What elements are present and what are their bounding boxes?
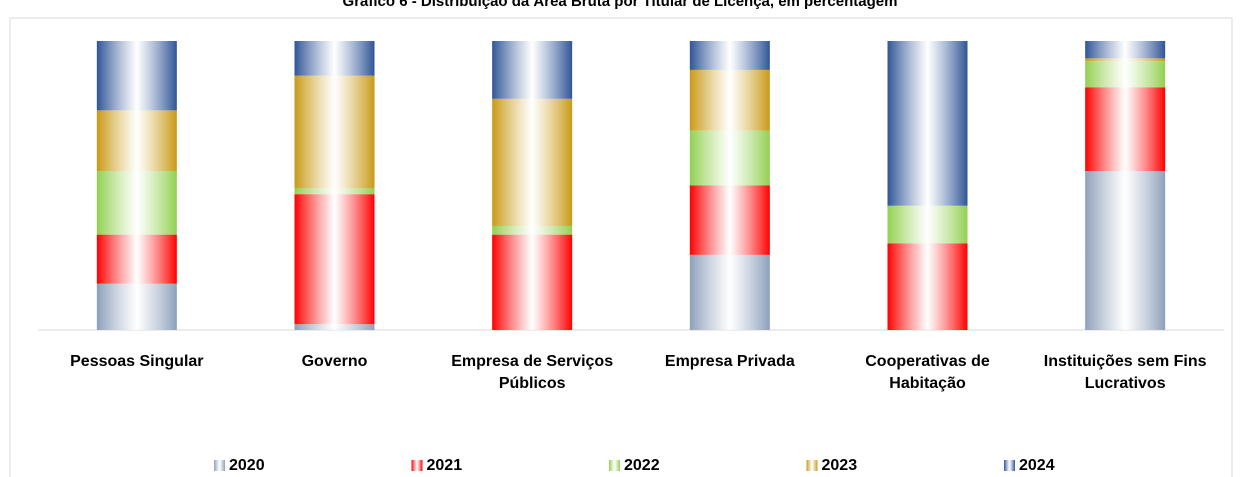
bar-segment (887, 243, 968, 330)
bar-segment (1085, 58, 1166, 62)
bar-segment (294, 75, 375, 189)
bar-segment (887, 205, 968, 244)
chart-title: Gráfico 6 - Distribuição da Área Bruta p… (343, 0, 898, 10)
bar-segment (1085, 61, 1166, 88)
bar-segment (689, 130, 770, 186)
bar-segment (294, 188, 375, 195)
bar-segment (96, 171, 177, 235)
bar-segment (294, 324, 375, 330)
legend-swatch (214, 460, 225, 471)
bar-segment (492, 41, 573, 99)
x-tick-label: Empresa de Serviços Públicos (451, 353, 614, 392)
bar-segment (492, 225, 573, 235)
bar-segment (689, 185, 770, 255)
legend-swatch (806, 460, 818, 471)
bar-segment (689, 41, 770, 70)
bar-segment (96, 234, 177, 284)
legend-label: 2022 (624, 457, 660, 474)
legend-label: 2021 (427, 457, 463, 474)
bar-segment (1085, 171, 1166, 330)
legend-swatch (609, 460, 620, 471)
legend-label: 2024 (1019, 457, 1055, 474)
chart-frame (9, 17, 1233, 477)
x-tick-label: Cooperativas de Habitação (865, 353, 990, 392)
legend-swatch (1004, 460, 1015, 471)
bar-segment (1085, 87, 1166, 172)
bar-segment (492, 98, 573, 226)
legend-label: 2020 (229, 457, 265, 474)
legend-swatch (411, 460, 423, 471)
x-tick-label: Governo (301, 353, 368, 370)
bar-segment (96, 283, 177, 330)
bar-segment (96, 41, 177, 111)
bar-segment (294, 194, 375, 325)
bar-segment (492, 234, 573, 330)
bar-segment (294, 41, 375, 76)
x-tick-label: Instituições sem Fins Lucrativos (1043, 353, 1207, 392)
x-tick-label: Empresa Privada (664, 353, 795, 370)
legend-label: 2023 (822, 457, 858, 474)
x-tick-label: Pessoas Singular (70, 353, 204, 370)
bar-segment (887, 41, 968, 206)
bar-segment (96, 110, 177, 172)
bar-segment (689, 254, 770, 330)
bar-segment (689, 69, 770, 131)
bar-segment (1085, 41, 1166, 59)
